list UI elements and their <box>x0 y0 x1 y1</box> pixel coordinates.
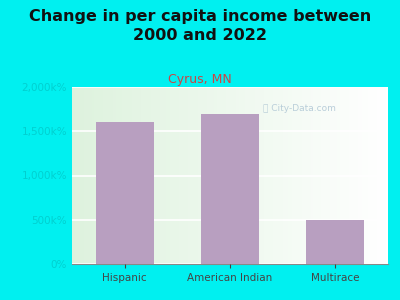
Text: Change in per capita income between
2000 and 2022: Change in per capita income between 2000… <box>29 9 371 43</box>
Bar <box>201 113 259 264</box>
Text: Cyrus, MN: Cyrus, MN <box>168 74 232 86</box>
Text: ⓘ City-Data.com: ⓘ City-Data.com <box>263 104 336 113</box>
Bar <box>306 220 364 264</box>
Bar <box>96 122 154 264</box>
